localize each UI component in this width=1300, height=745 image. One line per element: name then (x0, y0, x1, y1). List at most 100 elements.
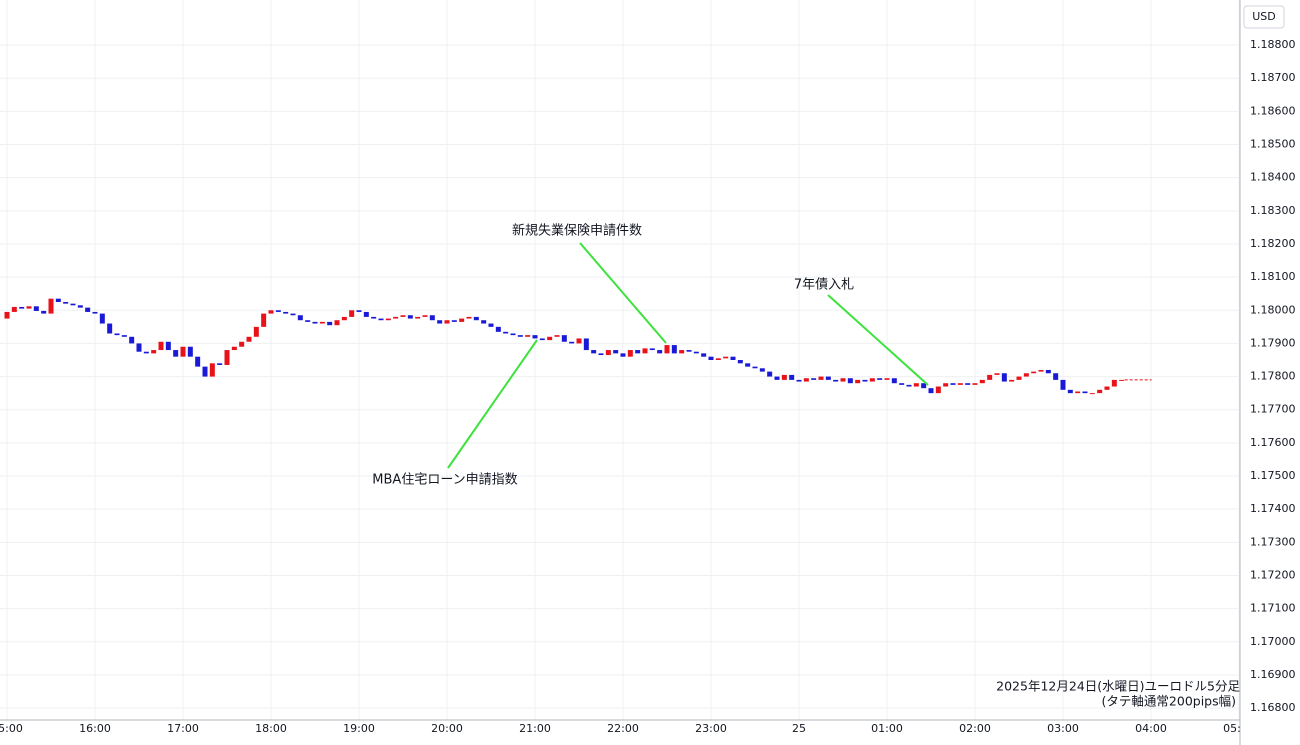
candle (774, 376, 780, 380)
candle (1067, 389, 1073, 394)
candle (869, 378, 875, 382)
y-tick-label: 1.17300 (1250, 535, 1296, 548)
candle (759, 368, 765, 372)
candle (715, 358, 721, 360)
x-tick-label: 04:00 (1135, 722, 1167, 735)
candle (202, 366, 208, 377)
y-tick-label: 1.17600 (1250, 436, 1296, 449)
candle (371, 316, 377, 319)
candle (33, 306, 39, 311)
candle (796, 379, 802, 382)
candle (283, 311, 289, 314)
candle (723, 356, 729, 359)
candle (583, 338, 589, 351)
candle (11, 306, 17, 312)
candle (488, 323, 494, 327)
x-tick-label: 20:00 (431, 722, 463, 735)
y-tick-label: 1.17400 (1250, 502, 1296, 515)
candle (1089, 393, 1095, 395)
candles (4, 298, 1152, 395)
candle (107, 323, 113, 334)
candle (290, 313, 296, 316)
candle (525, 335, 531, 337)
y-tick-label: 1.17100 (1250, 602, 1296, 615)
candle (187, 346, 193, 357)
candle (840, 378, 846, 382)
y-tick-label: 1.16900 (1250, 668, 1296, 681)
candle (1045, 369, 1051, 374)
candle (407, 315, 413, 319)
candle (195, 356, 201, 367)
candle (92, 311, 98, 314)
candle (363, 311, 369, 317)
candle (767, 371, 773, 377)
candle (415, 316, 421, 319)
candle (1111, 379, 1117, 387)
x-tick-label: 18:00 (255, 722, 287, 735)
candle (275, 310, 281, 312)
candle (261, 313, 267, 327)
annotation: 7年債入札 (794, 278, 854, 293)
candle (928, 388, 934, 394)
y-tick-label: 1.18600 (1250, 104, 1296, 117)
candle (1023, 373, 1029, 377)
candle (510, 333, 516, 336)
candle (327, 321, 333, 326)
candle (598, 353, 604, 356)
candle (70, 303, 76, 306)
candle (972, 383, 978, 385)
candle (855, 379, 861, 384)
x-tick-label: 22:00 (607, 722, 639, 735)
candle (378, 318, 384, 321)
candle (129, 336, 135, 344)
annotation-line (827, 294, 929, 386)
annotation-line (579, 242, 667, 344)
candle (1104, 386, 1110, 390)
candle (547, 336, 553, 341)
candle (136, 343, 142, 352)
candle (899, 383, 905, 385)
candle (921, 383, 927, 389)
currency-box (1243, 5, 1285, 29)
candle (686, 350, 692, 352)
candle (473, 316, 479, 321)
candle (466, 316, 472, 319)
candle (503, 331, 509, 334)
x-tick-label: 02:00 (959, 722, 991, 735)
candle (671, 345, 677, 354)
candle (385, 318, 391, 321)
candle (173, 350, 179, 357)
candle (246, 336, 252, 342)
x-tick-label: 01:00 (871, 722, 903, 735)
candle (422, 315, 428, 317)
annotation: 新規失業保険申請件数 (512, 223, 642, 239)
candle (554, 335, 560, 337)
candle (400, 315, 406, 317)
candle (165, 341, 171, 351)
candle (1053, 373, 1059, 380)
candle (1038, 369, 1044, 372)
candle (979, 379, 985, 384)
candle (701, 353, 707, 357)
x-tick-label: 15:00 (0, 722, 23, 735)
candle (517, 335, 523, 337)
candle (693, 351, 699, 354)
candle (1016, 376, 1022, 380)
candle (576, 338, 582, 344)
candle (891, 378, 897, 384)
candle (789, 374, 795, 380)
candle (737, 360, 743, 364)
candle (803, 378, 809, 382)
candle (451, 320, 457, 322)
candle (847, 378, 853, 384)
candle (180, 346, 186, 357)
candle (1119, 379, 1125, 381)
x-tick-label: 17:00 (167, 722, 199, 735)
candle (143, 351, 149, 354)
candle (825, 376, 831, 380)
candle (620, 353, 626, 357)
candle (429, 315, 435, 321)
candle (664, 345, 670, 354)
